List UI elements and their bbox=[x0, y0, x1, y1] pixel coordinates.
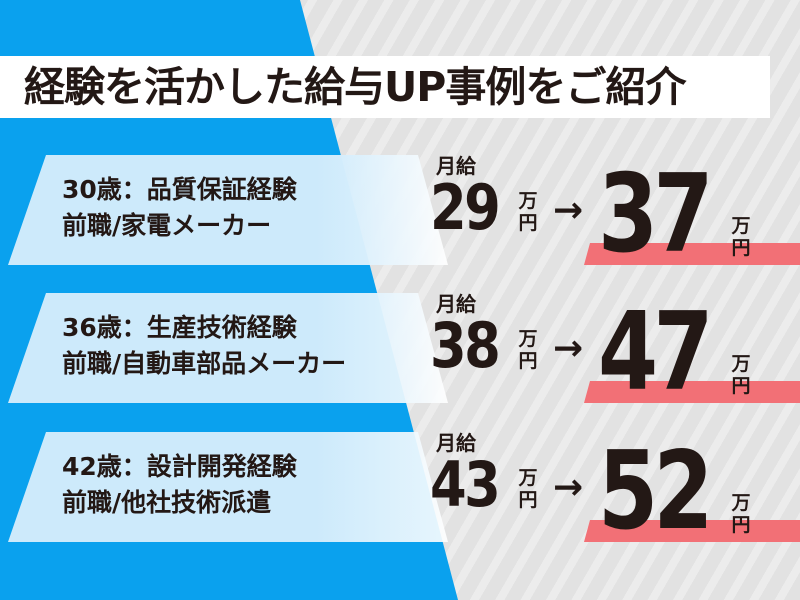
case-previous-job: 前職/他社技術派遣 bbox=[62, 488, 272, 517]
case-description: 42歳：設計開発経験 前職/他社技術派遣 bbox=[62, 449, 297, 521]
unit-man: 万 bbox=[731, 492, 751, 514]
salary-after: 52 bbox=[598, 429, 713, 554]
arrow-icon: → bbox=[553, 190, 584, 231]
case-previous-job: 前職/家電メーカー bbox=[62, 211, 272, 240]
unit-man: 万 bbox=[731, 215, 751, 237]
title-banner bbox=[0, 56, 770, 118]
unit-label: 万円 bbox=[517, 328, 539, 372]
unit-yen: 円 bbox=[731, 375, 751, 397]
unit-man: 万 bbox=[518, 467, 538, 489]
unit-man: 万 bbox=[518, 190, 538, 212]
monthly-label: 月給 bbox=[436, 292, 476, 316]
unit-label: 万円 bbox=[730, 353, 752, 397]
salary-before: 43 bbox=[430, 448, 501, 521]
arrow-icon: → bbox=[553, 467, 584, 508]
unit-label: 万円 bbox=[730, 492, 752, 536]
salary-after: 37 bbox=[598, 152, 713, 277]
case-card bbox=[8, 432, 448, 542]
unit-yen: 円 bbox=[518, 212, 538, 234]
highlight-bar bbox=[584, 381, 800, 403]
salary-before: 38 bbox=[430, 309, 501, 382]
case-description: 36歳：生産技術経験 前職/自動車部品メーカー bbox=[62, 310, 346, 382]
case-card bbox=[8, 155, 448, 265]
unit-yen: 円 bbox=[518, 350, 538, 372]
salary-before: 29 bbox=[430, 171, 501, 244]
unit-label: 万円 bbox=[517, 467, 539, 511]
unit-yen: 円 bbox=[731, 237, 751, 259]
case-card bbox=[8, 293, 448, 403]
monthly-label: 月給 bbox=[436, 154, 476, 178]
case-age-experience: 30歳：品質保証経験 bbox=[62, 175, 297, 204]
salary-after: 47 bbox=[598, 290, 713, 415]
unit-man: 万 bbox=[731, 353, 751, 375]
unit-yen: 円 bbox=[518, 489, 538, 511]
unit-label: 万円 bbox=[517, 190, 539, 234]
case-description: 30歳：品質保証経験 前職/家電メーカー bbox=[62, 172, 297, 244]
highlight-bar bbox=[584, 243, 800, 265]
case-previous-job: 前職/自動車部品メーカー bbox=[62, 349, 347, 378]
case-age-experience: 36歳：生産技術経験 bbox=[62, 313, 297, 342]
unit-man: 万 bbox=[518, 328, 538, 350]
unit-yen: 円 bbox=[731, 514, 751, 536]
highlight-bar bbox=[584, 520, 800, 542]
case-age-experience: 42歳：設計開発経験 bbox=[62, 452, 297, 481]
arrow-icon: → bbox=[553, 328, 584, 369]
monthly-label: 月給 bbox=[436, 431, 476, 455]
unit-label: 万円 bbox=[730, 215, 752, 259]
page-title: 経験を活かした給与UP事例をご紹介 bbox=[24, 63, 686, 111]
